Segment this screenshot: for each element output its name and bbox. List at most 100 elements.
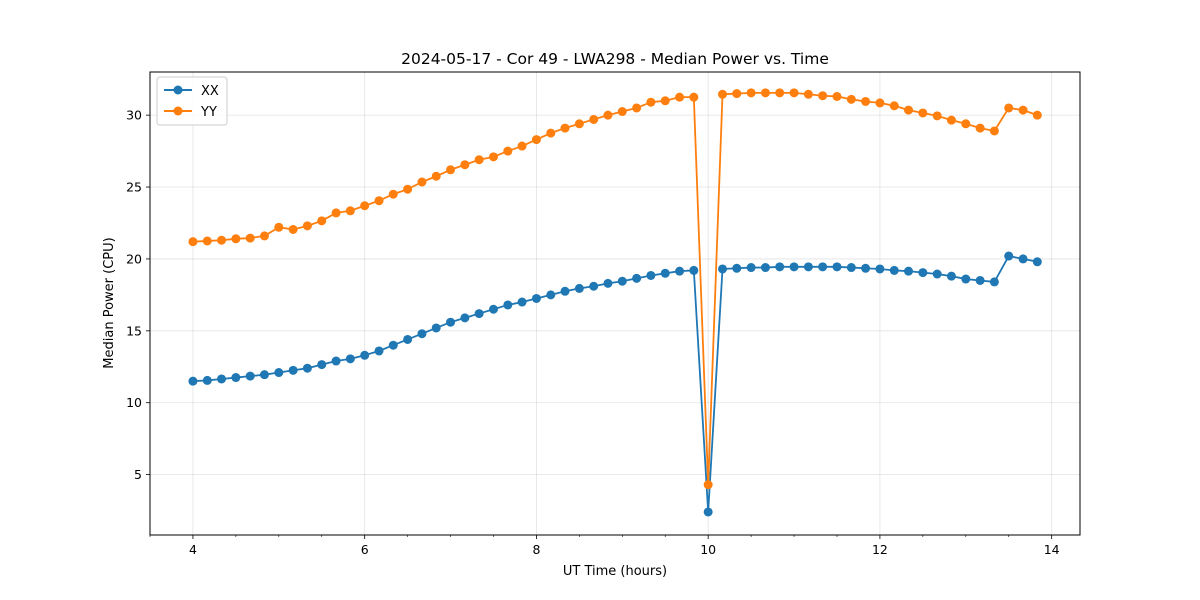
data-point-xx — [403, 334, 413, 344]
data-point-yy — [603, 110, 613, 120]
y-tick-label: 30 — [126, 108, 142, 123]
data-point-xx — [832, 262, 842, 272]
axes-frame — [149, 71, 1081, 536]
legend-label-xx: XX — [201, 84, 219, 99]
data-point-xx — [217, 374, 227, 384]
data-point-yy — [732, 89, 742, 99]
data-point-yy — [302, 221, 312, 231]
data-point-xx — [789, 262, 799, 272]
data-point-xx — [603, 278, 613, 288]
data-point-xx — [660, 268, 670, 278]
data-point-yy — [718, 89, 728, 99]
data-point-xx — [374, 346, 384, 356]
data-point-xx — [975, 275, 985, 285]
data-point-yy — [560, 123, 570, 133]
data-point-yy — [689, 92, 699, 102]
data-point-xx — [718, 264, 728, 274]
data-point-xx — [861, 263, 871, 273]
data-point-yy — [975, 123, 985, 133]
data-point-xx — [818, 262, 828, 272]
data-point-yy — [345, 206, 355, 216]
legend: XX YY — [156, 76, 228, 126]
data-point-yy — [259, 231, 269, 241]
data-point-xx — [689, 265, 699, 275]
data-point-yy — [660, 96, 670, 106]
data-point-xx — [274, 368, 284, 378]
data-point-yy — [818, 91, 828, 101]
data-point-yy — [217, 235, 227, 245]
data-point-yy — [202, 236, 212, 246]
legend-label-yy: YY — [200, 105, 217, 120]
y-tick-label: 5 — [134, 467, 142, 482]
data-point-yy — [531, 135, 541, 145]
data-point-xx — [703, 507, 713, 517]
data-point-xx — [989, 277, 999, 287]
data-point-yy — [946, 115, 956, 125]
data-point-xx — [875, 264, 885, 274]
data-point-xx — [288, 365, 298, 375]
data-point-yy — [503, 146, 513, 156]
data-point-yy — [861, 96, 871, 106]
data-point-yy — [288, 224, 298, 234]
data-point-xx — [488, 304, 498, 314]
data-point-yy — [803, 89, 813, 99]
data-point-xx — [546, 290, 556, 300]
data-point-xx — [1032, 257, 1042, 267]
data-point-yy — [589, 114, 599, 124]
x-tick-label: 14 — [1044, 542, 1060, 557]
data-point-yy — [775, 88, 785, 98]
data-point-xx — [904, 266, 914, 276]
ticks: 4 6 8 10 12 14 5 10 15 20 25 30 — [126, 108, 1060, 557]
data-point-xx — [345, 354, 355, 364]
data-point-xx — [531, 293, 541, 303]
data-point-yy — [789, 88, 799, 98]
data-point-yy — [904, 105, 914, 115]
data-point-xx — [503, 300, 513, 310]
data-point-xx — [245, 371, 255, 381]
data-point-yy — [632, 103, 642, 113]
x-tick-label: 12 — [872, 542, 888, 557]
data-point-yy — [231, 234, 241, 244]
data-point-xx — [460, 313, 470, 323]
data-point-xx — [846, 263, 856, 273]
series-xx — [188, 251, 1042, 517]
data-point-yy — [889, 101, 899, 111]
data-point-xx — [1018, 254, 1028, 264]
data-point-yy — [574, 119, 584, 129]
data-point-yy — [446, 165, 456, 175]
legend-marker-xx — [173, 85, 183, 95]
data-point-xx — [946, 271, 956, 281]
data-point-xx — [388, 340, 398, 350]
data-point-xx — [574, 283, 584, 293]
chart-title: 2024-05-17 - Cor 49 - LWA298 - Median Po… — [401, 50, 829, 68]
x-tick-label: 4 — [189, 542, 197, 557]
data-point-yy — [875, 98, 885, 108]
data-point-xx — [317, 360, 327, 370]
grid — [150, 72, 1080, 535]
series-line-yy — [192, 91, 1038, 486]
data-point-yy — [460, 160, 470, 170]
data-point-yy — [374, 196, 384, 206]
data-point-yy — [546, 128, 556, 138]
data-point-yy — [675, 92, 685, 102]
data-point-xx — [360, 350, 370, 360]
data-point-yy — [360, 201, 370, 211]
x-axis-label: UT Time (hours) — [563, 564, 667, 579]
data-point-yy — [417, 177, 427, 187]
y-tick-label: 10 — [126, 395, 142, 410]
legend-marker-yy — [173, 106, 183, 116]
data-point-xx — [431, 323, 441, 333]
data-point-yy — [188, 237, 198, 247]
data-point-xx — [632, 273, 642, 283]
data-point-yy — [1004, 103, 1014, 113]
data-point-xx — [675, 266, 685, 276]
data-point-yy — [1032, 110, 1042, 120]
x-tick-label: 8 — [532, 542, 540, 557]
data-point-yy — [646, 97, 656, 107]
data-point-xx — [803, 262, 813, 272]
data-point-xx — [961, 274, 971, 284]
data-point-xx — [331, 356, 341, 366]
data-point-xx — [646, 270, 656, 280]
data-point-xx — [446, 317, 456, 327]
